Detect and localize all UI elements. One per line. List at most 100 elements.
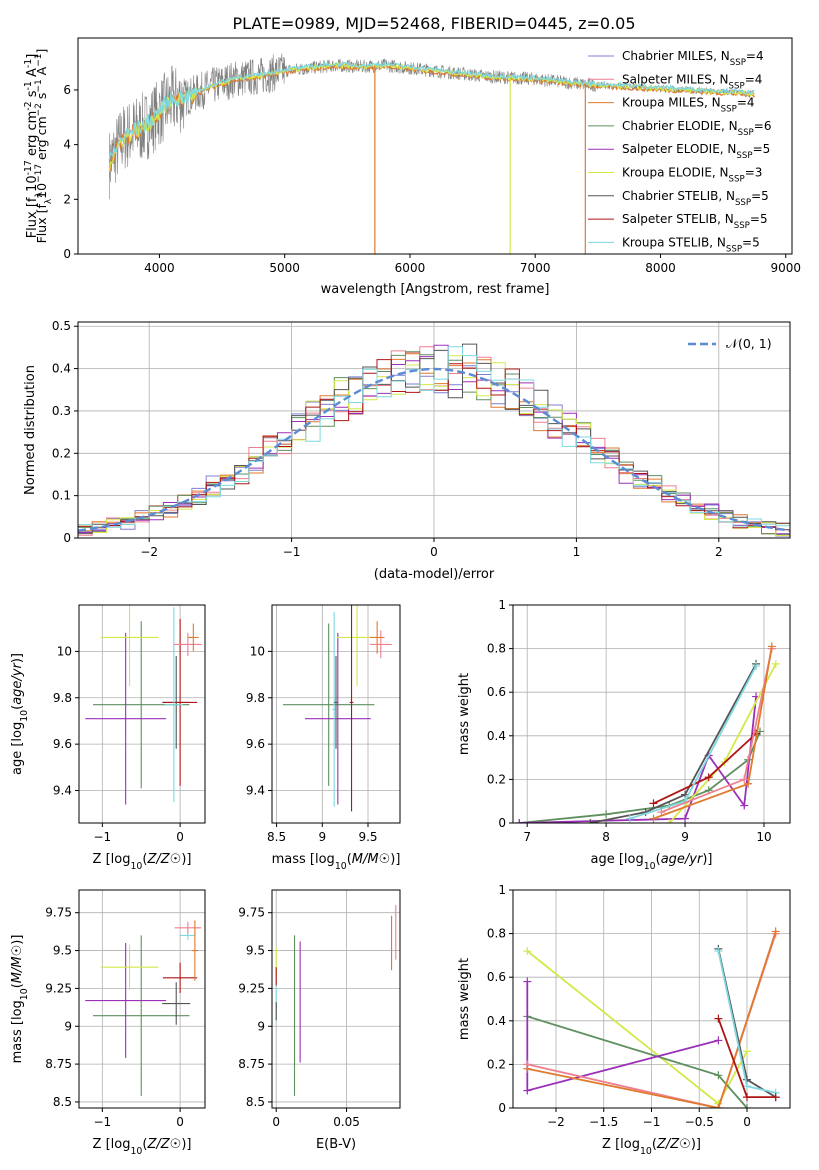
axes-frame <box>512 889 791 1109</box>
errorbar-kroupa_miles <box>191 920 198 981</box>
y-axis-label: age [log10(age/yr)] <box>10 653 30 775</box>
y-tick-label: 0.2 <box>52 446 71 460</box>
errorbar-kroupa_elodie <box>100 944 159 990</box>
series-marker-salpeter_elodie <box>515 819 524 823</box>
series-line-salpeter_elodie <box>519 696 757 823</box>
legend-label-chabrier_elodie: Chabrier ELODIE, NSSP=6 <box>622 119 771 138</box>
y-tick-label: 0.3 <box>52 404 71 418</box>
x-tick-label: 9000 <box>770 261 801 275</box>
normal-curve <box>78 367 790 532</box>
y-tick-label: 9.4 <box>53 784 72 798</box>
series-marker-salpeter_elodie <box>681 814 690 823</box>
plot-area <box>515 642 780 823</box>
y-tick-label: 0.4 <box>52 362 71 376</box>
y-tick-label: 1 <box>498 598 506 612</box>
y-tick-label: 0.2 <box>487 772 506 786</box>
errorbar-salpeter_stelib <box>163 618 198 786</box>
legend-label-chabrier_stelib: Chabrier STELIB, NSSP=5 <box>622 189 769 208</box>
x-tick-label: 0 <box>743 1115 751 1129</box>
series-marker-salpeter_stelib <box>704 773 713 782</box>
plot-area <box>108 53 755 254</box>
y-axis-label: mass [log10(M/M☉)] <box>10 935 30 1064</box>
series-marker-salpeter_stelib <box>714 1014 723 1023</box>
x-tick-label: 0.05 <box>333 1115 360 1129</box>
series-marker-chabrier_elodie <box>714 1071 723 1080</box>
y-tick-label: 0.1 <box>52 489 71 503</box>
series-marker-kroupa_elodie <box>771 659 780 668</box>
x-tick-label: −2 <box>140 545 158 559</box>
series-marker-chabrier_stelib <box>586 819 595 823</box>
series-line-salpeter_stelib <box>653 732 757 805</box>
x-tick-label: −1 <box>643 1115 661 1129</box>
x-axis-label: Z [log10(Z/Z☉)] <box>93 852 192 872</box>
model-line-kroupa_stelib <box>108 60 755 160</box>
plot-area <box>85 920 202 1096</box>
series-marker-salpeter_miles <box>740 775 749 784</box>
errorbar-kroupa_elodie <box>100 605 159 687</box>
x-tick-label: 4000 <box>144 261 175 275</box>
y-axis-label: Flux [fλ10−17 erg cm−2 s−1 A−1] <box>34 49 54 244</box>
series-marker-chabrier_elodie <box>602 810 611 819</box>
errorbar-chabrier_elodie <box>93 935 190 1096</box>
x-axis-label: Z [log10(Z/Z☉)] <box>602 1137 701 1157</box>
errorbar-kroupa_miles <box>369 621 385 654</box>
x-axis-label: E(B-V) <box>316 1137 356 1152</box>
series-marker-salpeter_stelib <box>743 1093 752 1102</box>
series-marker-kroupa_miles <box>649 814 658 823</box>
series-marker-salpeter_elodie <box>523 1086 532 1095</box>
y-tick-label: 9.6 <box>246 737 265 751</box>
legend-label-salpeter_miles: Salpeter MILES, NSSP=4 <box>622 72 762 91</box>
plot-area <box>275 905 397 1096</box>
x-tick-label: −1.5 <box>589 1115 618 1129</box>
x-tick-label: −1 <box>93 1115 111 1129</box>
data-spectrum-line <box>109 53 755 200</box>
legend-label-salpeter_stelib: Salpeter STELIB, NSSP=5 <box>622 212 768 231</box>
x-tick-label: 1 <box>573 545 581 559</box>
panel-mass_vs_z: −1 0 8.5 8.75 9 9.25 9.5 9.75 Z [log10(Z/Z☉)] mas… <box>10 889 206 1157</box>
y-tick-label: 0 <box>498 816 506 830</box>
legend-label-normal: 𝒩(0, 1) <box>726 336 772 351</box>
plot-area <box>78 343 790 537</box>
panel-age_vs_mass: 8.5 9 9.5 9.4 9.6 9.8 10 mass [log10(M/M☉)] <box>246 604 401 872</box>
errorbar-kroupa_stelib <box>332 611 336 807</box>
axes-frame <box>271 604 401 824</box>
series-line-chabrier_stelib <box>590 663 757 823</box>
y-tick-label: 0 <box>498 1101 506 1115</box>
y-tick-label: 0 <box>63 247 71 261</box>
errorbar-chabrier_elodie <box>282 623 375 786</box>
series-marker-kroupa_stelib <box>714 947 723 956</box>
y-axis-label: mass weight <box>457 673 472 755</box>
y-tick-label: 10 <box>57 644 72 658</box>
y-tick-label: 0 <box>63 531 71 545</box>
legend-label-kroupa_miles: Kroupa MILES, NSSP=4 <box>622 96 755 115</box>
y-tick-label: 0.6 <box>487 970 506 984</box>
x-tick-label: 8000 <box>645 261 676 275</box>
x-axis-label: (data-model)/error <box>374 567 495 582</box>
panel-residuals: −2 −1 0 1 2 0 0.1 0.2 0.3 0.4 0.5 (data-model)/erro… <box>23 319 791 582</box>
y-tick-label: 9.25 <box>45 981 72 995</box>
y-tick-label: 0.8 <box>487 642 506 656</box>
x-axis-label: age [log10(age/yr)] <box>590 852 712 872</box>
series-marker-chabrier_elodie <box>743 1104 752 1108</box>
x-tick-label: 5000 <box>269 261 300 275</box>
y-tick-label: 9.4 <box>246 784 265 798</box>
errorbar-salpeter_miles <box>369 630 392 659</box>
x-tick-label: −2 <box>547 1115 565 1129</box>
y-axis-label: Flux [fλ10-17 erg cm-2 s-1 A-1] <box>23 54 45 239</box>
x-tick-label: −0.5 <box>685 1115 714 1129</box>
errorbar-chabrier_stelib <box>162 982 191 1025</box>
series-marker-kroupa_stelib <box>625 814 634 823</box>
series-marker-salpeter_elodie <box>714 1036 723 1045</box>
series-marker-salpeter_stelib <box>649 799 658 808</box>
errorbar-salpeter_elodie <box>85 632 167 805</box>
y-tick-label: 9.5 <box>53 944 72 958</box>
y-tick-label: 8.75 <box>238 1057 265 1071</box>
axes-frame <box>77 321 791 539</box>
y-tick-label: 0.4 <box>487 1014 506 1028</box>
panel-mass_vs_ebv: 0 0.05 8.5 8.75 9 9.25 9.5 9.75 E(B-V) <box>238 889 401 1152</box>
errorbar-kroupa_stelib <box>164 607 184 803</box>
y-tick-label: 9.75 <box>238 906 265 920</box>
x-axis-label: Z [log10(Z/Z☉)] <box>93 1137 192 1157</box>
